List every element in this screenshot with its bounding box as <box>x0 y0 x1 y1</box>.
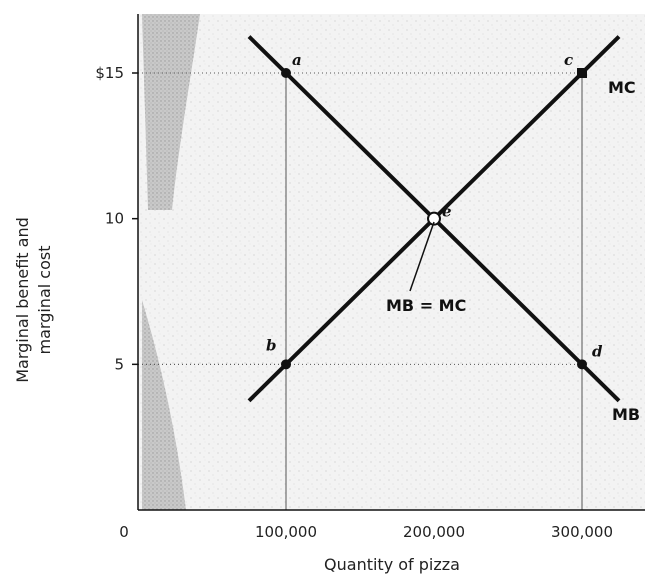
plot-shading-top <box>142 14 200 210</box>
point-label-c: c <box>564 51 573 69</box>
point-label-d: d <box>592 342 603 360</box>
y-tick-label-10: 10 <box>105 210 124 228</box>
point-a <box>281 68 291 78</box>
mb-curve-label: MB <box>612 405 640 424</box>
y-axis-title-line-2: marginal cost <box>35 246 54 355</box>
x-tick-label-0: 0 <box>119 523 129 541</box>
point-label-b: b <box>266 336 277 354</box>
point-b <box>281 359 291 370</box>
point-label-e: e <box>442 203 452 221</box>
x-tick-label-300000: 300,000 <box>551 523 613 541</box>
x-tick-label-100000: 100,000 <box>255 523 317 541</box>
guide-lines <box>138 72 583 510</box>
mb-equals-mc-annotation: MB = MC <box>386 296 466 315</box>
axes: 5 10 $15 0 100,000 200,000 300,000 <box>95 14 645 541</box>
point-e <box>427 211 441 226</box>
y-tick-label-15: $15 <box>95 64 124 82</box>
annotation-leader-line <box>409 221 435 292</box>
point-label-a: a <box>292 51 302 69</box>
plot-shading-bottom <box>142 300 186 510</box>
point-d <box>577 359 587 370</box>
mc-curve-label: MC <box>608 78 636 97</box>
y-tick-label-5: 5 <box>114 355 124 373</box>
y-axis-title-line-1: Marginal benefit and <box>13 217 32 383</box>
point-c <box>577 68 587 78</box>
x-tick-label-200000: 200,000 <box>403 523 465 541</box>
data-points: a b c d e <box>266 51 603 370</box>
x-axis-title: Quantity of pizza <box>324 555 460 574</box>
y-axis-title: Marginal benefit and marginal cost <box>13 217 54 383</box>
